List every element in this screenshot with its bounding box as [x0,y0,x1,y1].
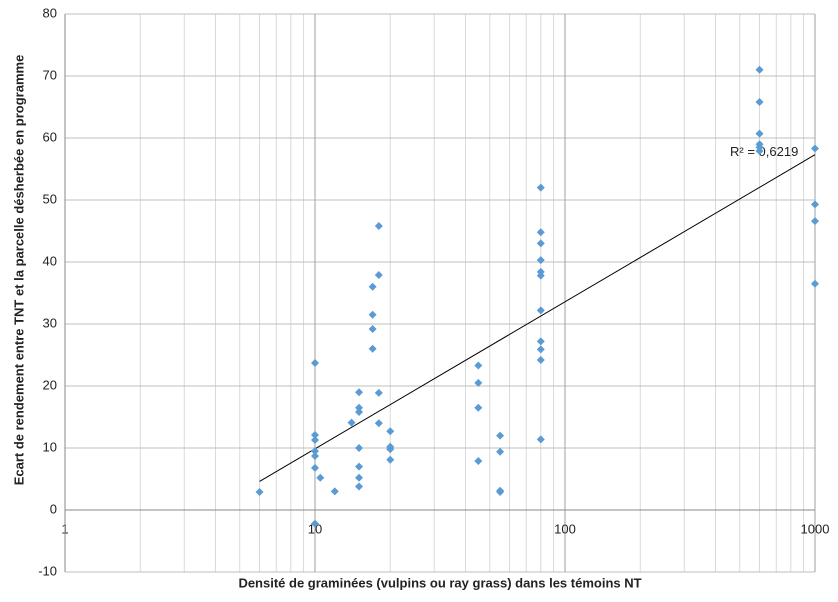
point [311,447,319,456]
point [355,482,364,491]
point [311,359,319,368]
point [536,271,545,280]
point [755,65,764,74]
point [368,344,377,353]
point [536,355,545,364]
point [316,473,325,482]
point [474,403,483,412]
point [386,445,395,454]
y-tick-label: 40 [43,253,57,268]
y-tick-label: 30 [43,315,57,330]
point [311,452,319,461]
point [311,435,319,444]
point [755,129,764,138]
x-axis-label: Densité de graminées (vulpins ou ray gra… [238,575,641,590]
point [536,239,545,248]
point [536,256,545,265]
point [368,310,377,319]
point [355,462,364,471]
y-tick-label: 80 [43,5,57,20]
point [355,444,364,452]
point [536,337,545,346]
point [374,419,383,428]
point [496,447,505,456]
y-tick-label: 10 [43,439,57,454]
point [355,388,364,397]
point [368,282,377,291]
point [374,271,383,280]
point [474,378,483,387]
point [311,519,319,528]
point [374,222,383,231]
point [311,463,319,472]
point [311,430,319,439]
point [347,418,356,427]
y-axis-label: Ecart de rendement entre TNT et la parce… [11,55,26,486]
point [386,427,395,436]
point [536,183,545,192]
trendline [259,154,816,482]
point [536,435,545,444]
y-tick-label: 20 [43,377,57,392]
point [811,200,819,209]
point [755,147,764,156]
point [755,98,764,107]
y-tick-label: 70 [43,67,57,82]
point [355,473,364,482]
y-tick-label: 0 [50,501,57,516]
y-tick-label: 50 [43,191,57,206]
point [368,324,377,333]
point [386,455,395,464]
point [536,306,545,315]
point [811,279,819,288]
point [496,431,505,440]
point [474,457,483,466]
y-tick-label: 60 [43,129,57,144]
point [474,361,483,370]
point [355,408,364,417]
point [536,228,545,237]
point [496,488,505,497]
point [330,487,339,496]
x-tick-label: 1000 [801,521,830,536]
point [811,144,819,153]
trendline-annotation: R² = 0,6219 [730,144,798,159]
x-tick-label: 100 [554,521,576,536]
y-tick-label: -10 [38,563,57,578]
point [255,488,264,497]
point [536,345,545,354]
point [811,217,819,226]
point [374,388,383,397]
x-tick-label: 10 [308,521,322,536]
point [355,403,364,412]
